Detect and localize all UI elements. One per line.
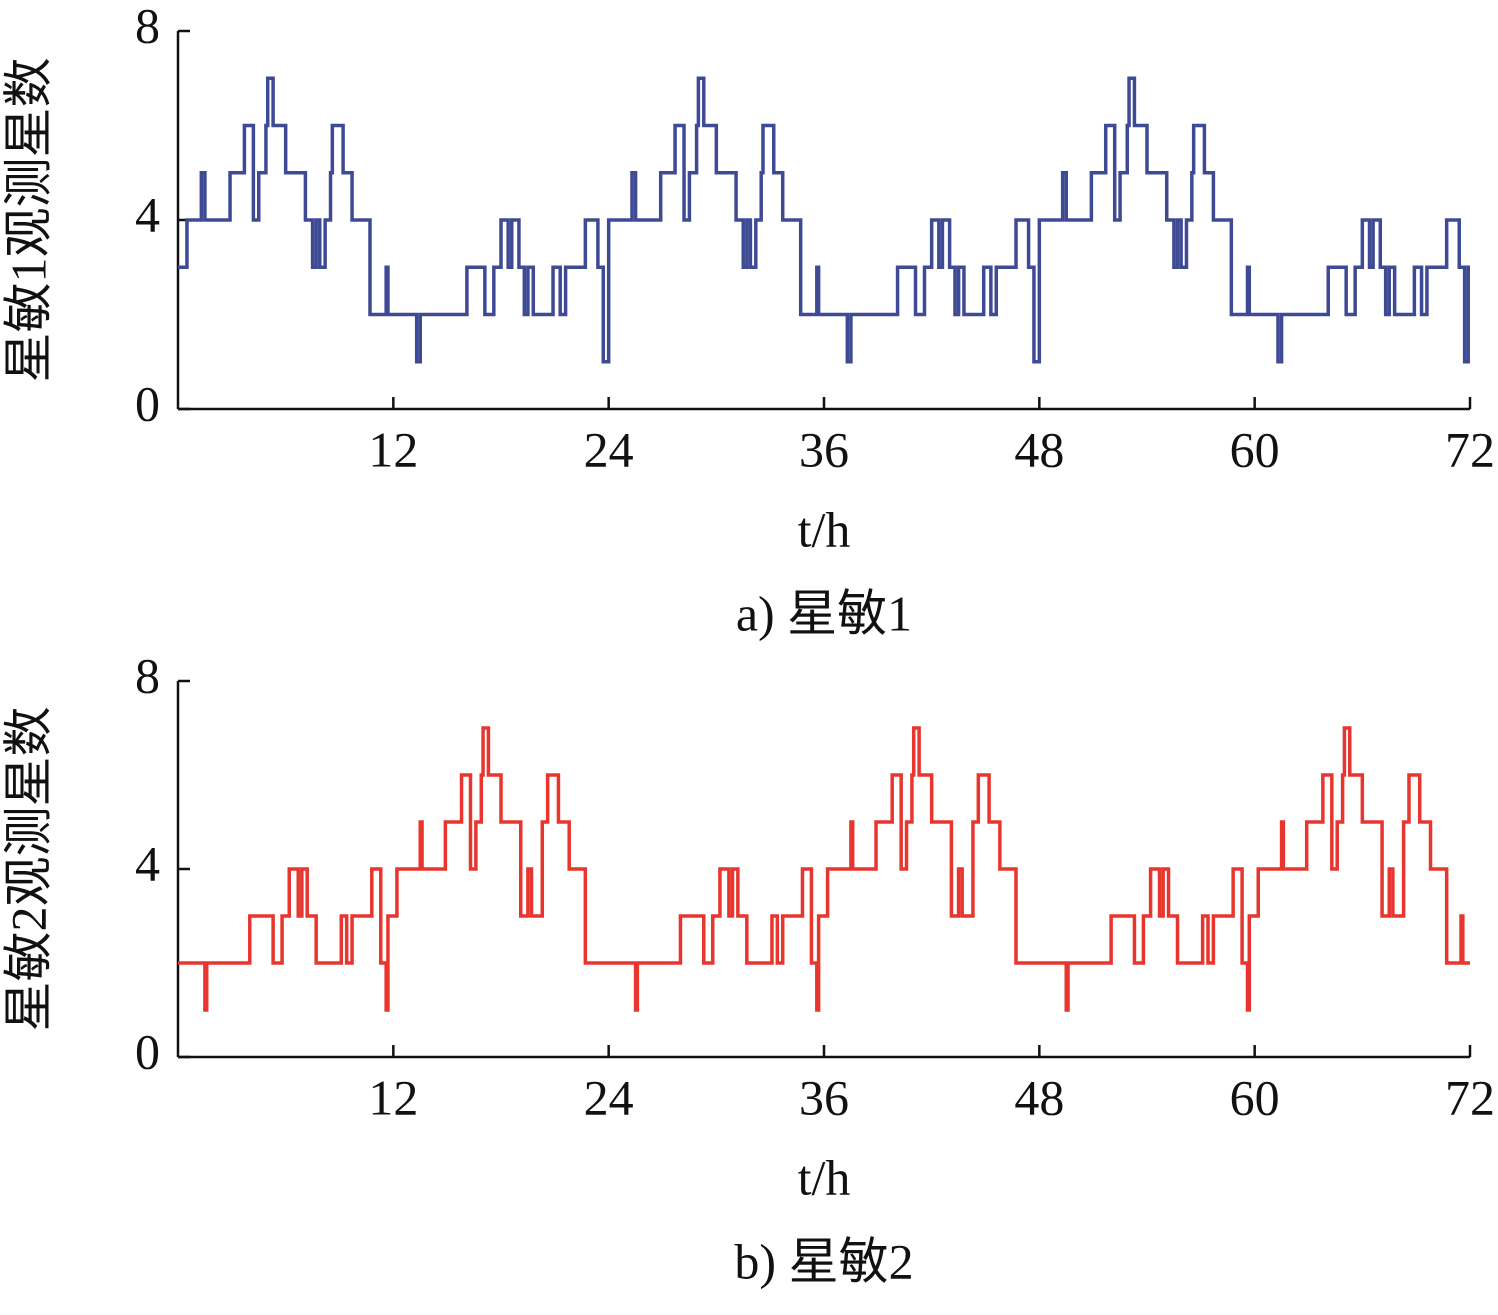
x-tick-label: 36 xyxy=(799,1069,849,1125)
series-line xyxy=(178,76,1470,364)
caption: b) 星敏2 xyxy=(734,1233,913,1289)
y-tick-label: 4 xyxy=(135,186,160,242)
x-tick-label: 72 xyxy=(1445,421,1495,477)
x-tick-label: 60 xyxy=(1230,1069,1280,1125)
x-tick-label: 12 xyxy=(368,421,418,477)
y-tick-label: 0 xyxy=(135,375,160,431)
x-tick-label: 72 xyxy=(1445,1069,1495,1125)
y-axis-label: 星敏1观测星数 xyxy=(0,58,56,383)
x-tick-label: 24 xyxy=(584,421,634,477)
y-tick-label: 8 xyxy=(135,0,160,53)
y-tick-label: 0 xyxy=(135,1023,160,1079)
x-tick-label: 12 xyxy=(368,1069,418,1125)
y-tick-label: 8 xyxy=(135,647,160,703)
caption: a) 星敏1 xyxy=(736,585,912,641)
x-tick-label: 60 xyxy=(1230,421,1280,477)
series-line xyxy=(178,726,1470,1012)
y-axis-label: 星敏2观测星数 xyxy=(0,707,56,1032)
x-tick-label: 36 xyxy=(799,421,849,477)
x-axis-label: t/h xyxy=(798,501,851,557)
x-tick-label: 48 xyxy=(1014,1069,1064,1125)
x-tick-label: 24 xyxy=(584,1069,634,1125)
x-tick-label: 48 xyxy=(1014,421,1064,477)
y-tick-label: 4 xyxy=(135,835,160,891)
x-axis-label: t/h xyxy=(798,1149,851,1205)
